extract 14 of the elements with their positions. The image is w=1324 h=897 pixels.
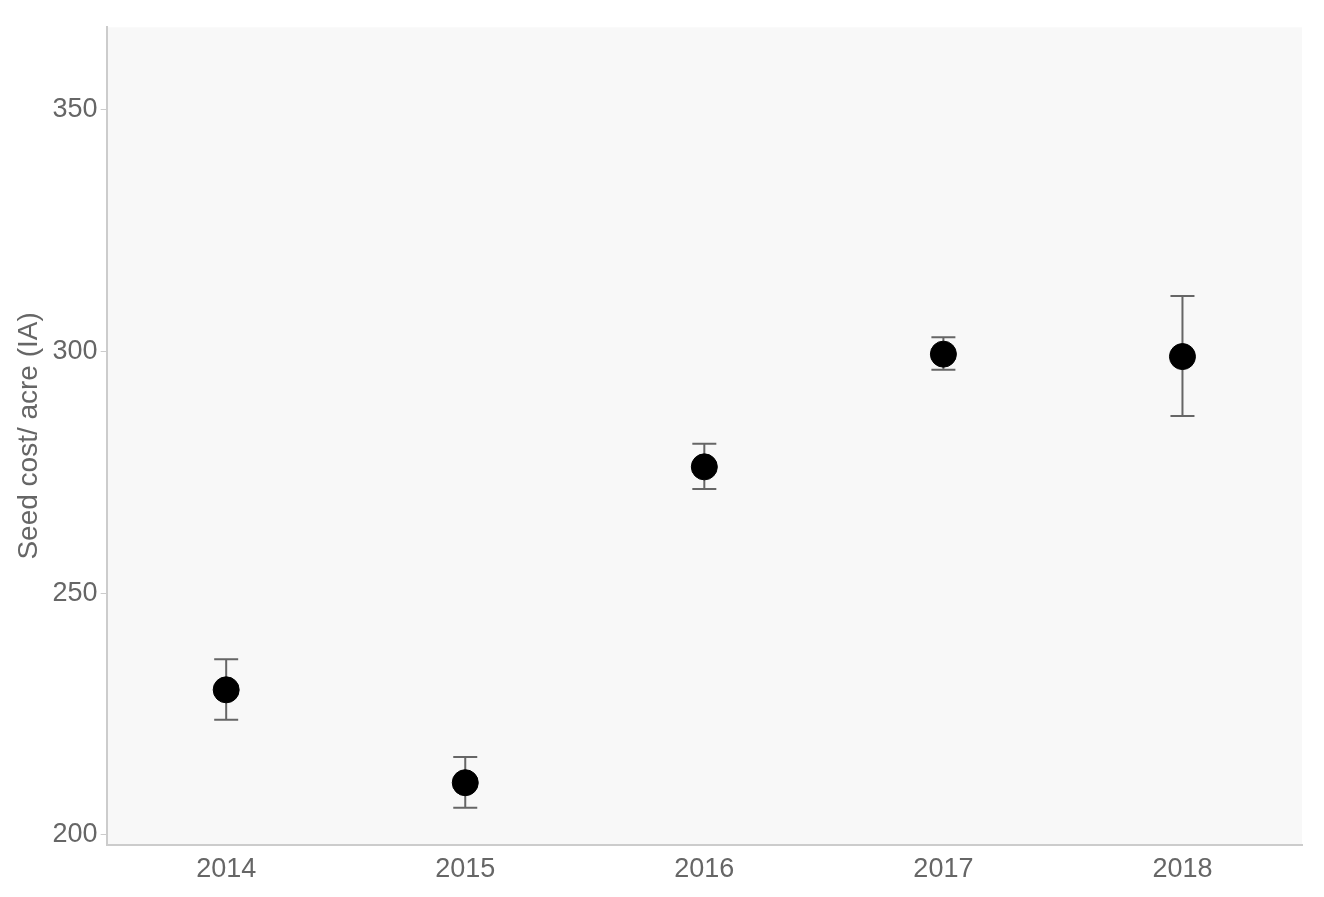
point: [212, 676, 240, 704]
point: [1168, 343, 1196, 371]
x-tick-label: 2014: [196, 853, 257, 884]
x-tick-label: 2015: [435, 853, 496, 884]
y-tick-label: 250: [52, 576, 98, 607]
y-tick-label: 350: [52, 92, 98, 123]
y-tick-label: 200: [52, 818, 98, 849]
x-tick-label: 2016: [674, 853, 735, 884]
point: [690, 453, 718, 481]
y-axis-title: Seed cost/ acre (IA): [11, 312, 43, 560]
y-tick-label: 300: [52, 334, 98, 365]
x-tick-label: 2017: [913, 853, 974, 884]
point: [451, 769, 479, 797]
x-tick-label: 2018: [1152, 853, 1213, 884]
